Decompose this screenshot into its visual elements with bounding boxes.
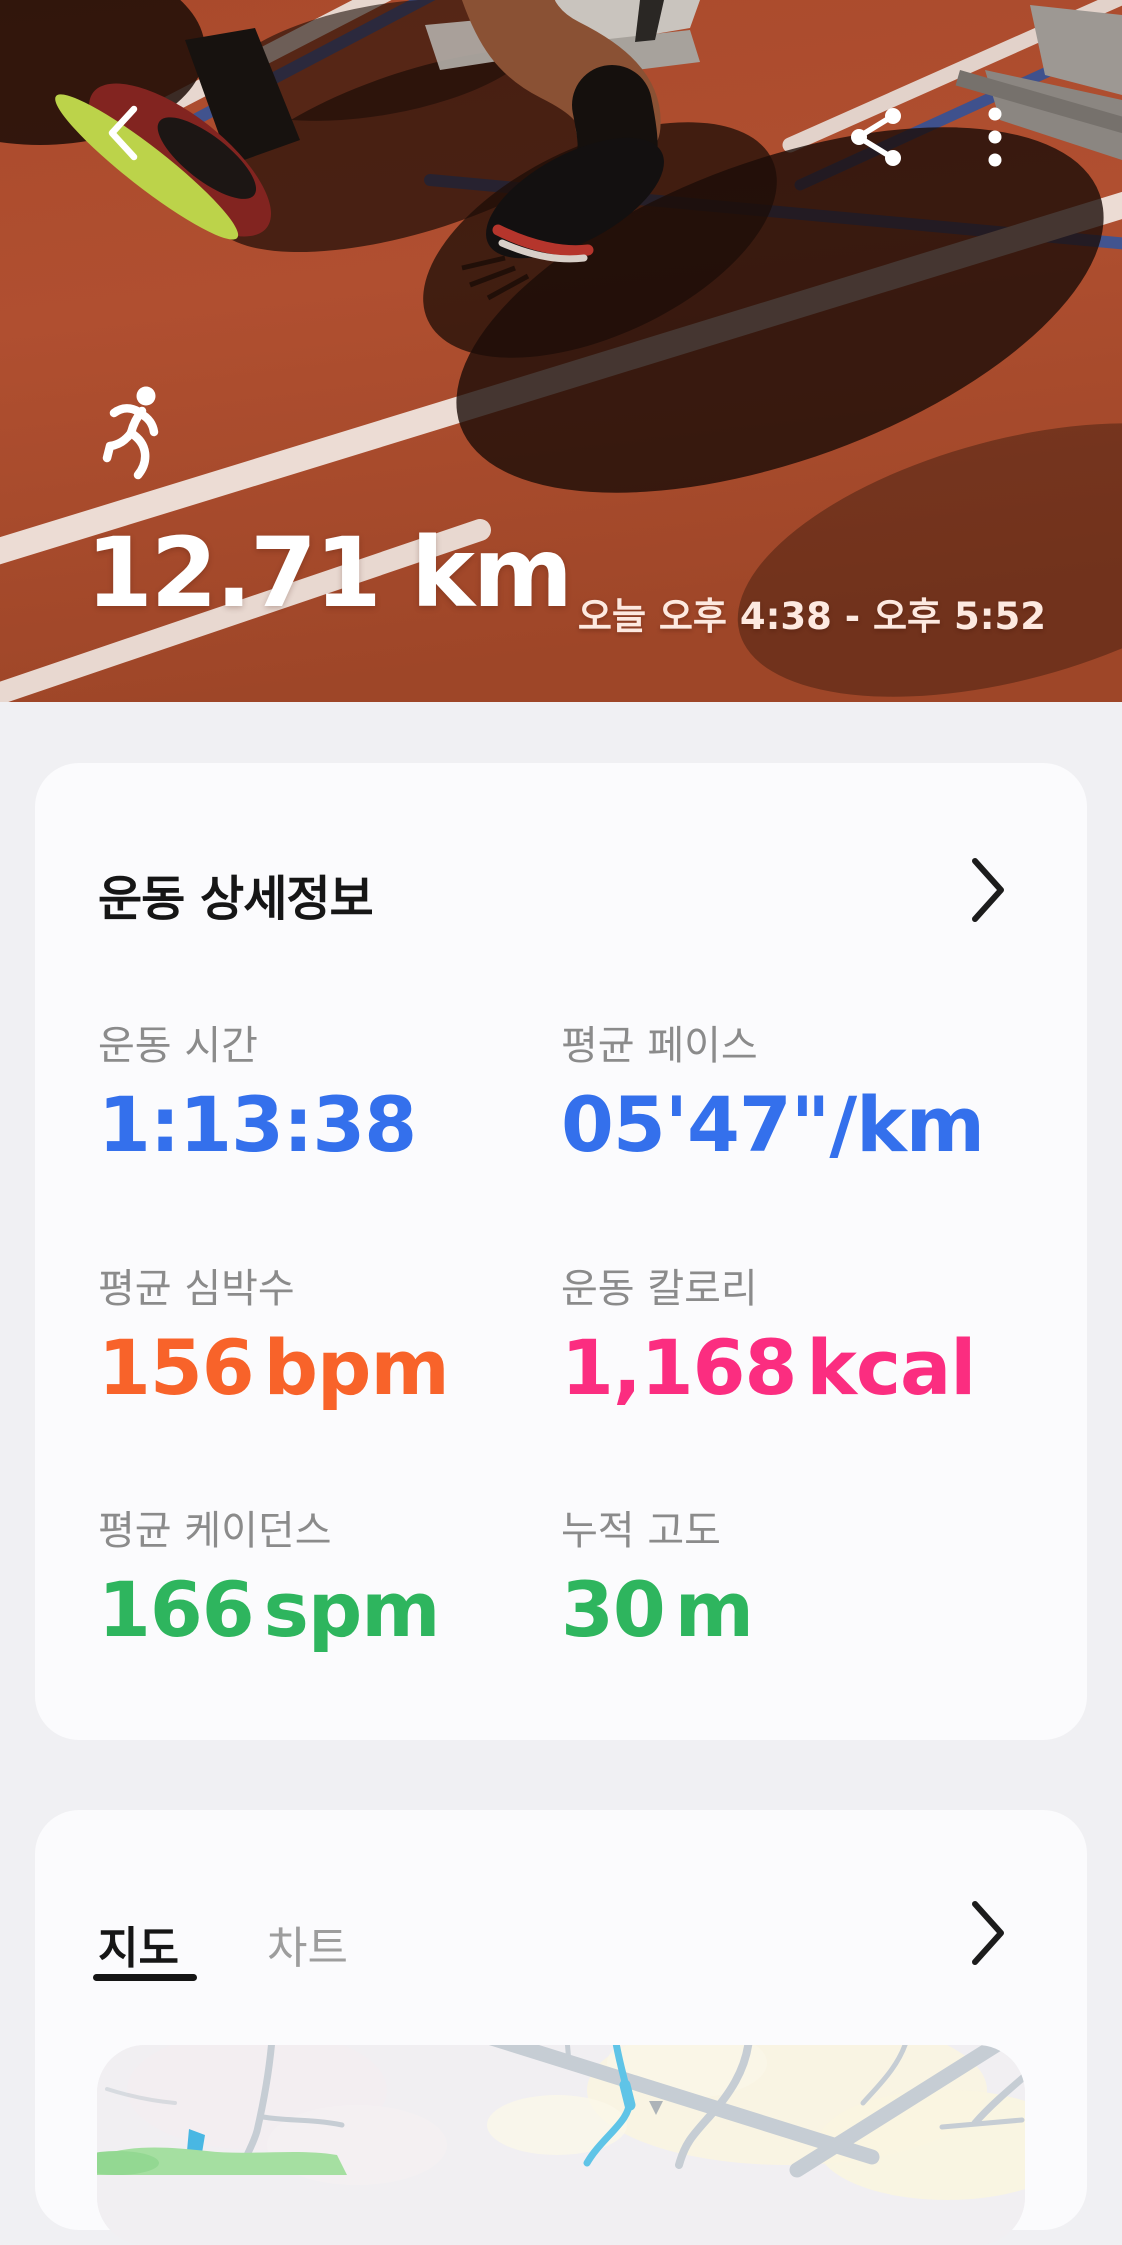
workout-hero: 12.71 km 오늘 오후 4:38 - 오후 5:52	[0, 0, 1122, 702]
share-button[interactable]	[845, 104, 909, 170]
center-runner-leg	[461, 0, 664, 301]
workout-details-header[interactable]: 운동 상세정보	[35, 763, 1087, 953]
session-time-range: 오늘 오후 4:38 - 오후 5:52	[577, 595, 1046, 638]
back-button[interactable]	[92, 98, 152, 168]
stat-elevation-gain: 누적 고도 30 m	[561, 1508, 754, 1654]
details-forward-button[interactable]	[969, 855, 1009, 925]
workout-details-card: 운동 상세정보 운동 시간 1:13:38 평균 페이스 05'47"/km 평…	[35, 763, 1087, 1740]
tab-chart[interactable]: 차트	[267, 1923, 348, 1974]
route-map-preview[interactable]	[97, 2045, 1025, 2245]
more-vertical-icon	[988, 107, 1002, 167]
map-forward-button[interactable]	[969, 1898, 1009, 1968]
tab-map[interactable]: 지도	[98, 1923, 179, 1974]
map-image	[97, 2045, 1025, 2245]
chevron-left-icon	[108, 105, 138, 161]
stat-calories: 운동 칼로리 1,168 kcal	[561, 1266, 976, 1412]
stat-avg-cadence: 평균 케이던스 166 spm	[98, 1508, 440, 1654]
running-activity-icon	[101, 384, 167, 480]
map-chart-card: 지도 차트	[35, 1810, 1087, 2245]
share-icon	[851, 108, 901, 166]
stat-duration: 운동 시간 1:13:38	[98, 1023, 417, 1169]
details-card-title: 운동 상세정보	[98, 871, 374, 927]
stat-avg-heart-rate: 평균 심박수 156 bpm	[98, 1266, 450, 1412]
chevron-right-icon	[972, 858, 1004, 922]
active-tab-indicator	[93, 1974, 197, 1981]
total-distance: 12.71 km	[86, 517, 573, 629]
stat-avg-pace: 평균 페이스 05'47"/km	[561, 1023, 985, 1169]
runner-icon	[102, 386, 159, 480]
track-photo	[0, 0, 1122, 702]
chevron-right-icon	[972, 1901, 1004, 1965]
left-runner-leg	[55, 28, 300, 240]
more-options-button[interactable]	[965, 104, 1025, 170]
